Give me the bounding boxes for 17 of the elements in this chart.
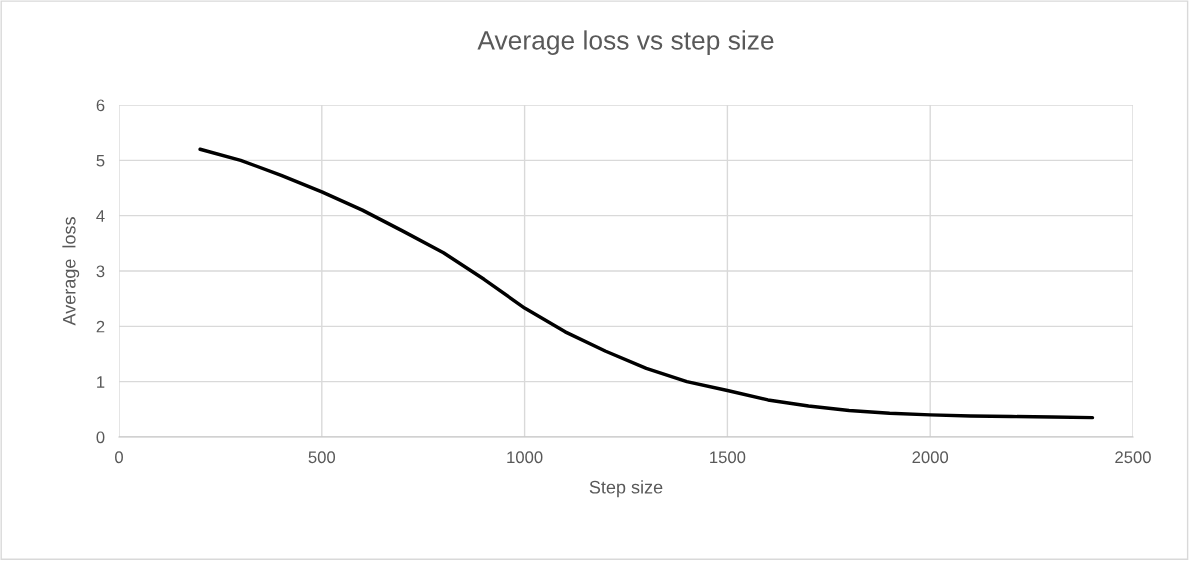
line-series <box>198 147 1095 420</box>
y-axis-title: Average loss <box>62 217 80 326</box>
x-tick-label: 2000 <box>912 451 949 464</box>
y-tick-label: 4 <box>96 210 105 222</box>
y-tick-label: 5 <box>96 154 105 167</box>
y-tick-label: 3 <box>96 265 105 278</box>
x-tick-label: 1500 <box>710 451 746 464</box>
y-tick-label: 6 <box>96 99 105 112</box>
y-tick-label: 0 <box>96 431 105 444</box>
x-tick-label: 2500 <box>1115 451 1151 464</box>
x-tick-label: 0 <box>115 451 123 464</box>
x-tick-label: 1000 <box>507 451 543 464</box>
x-axis-title: Step size <box>589 480 663 498</box>
x-tick-label: 500 <box>308 451 336 464</box>
y-tick-label: 2 <box>96 320 105 333</box>
y-tick-label: 1 <box>97 376 105 388</box>
chart-title: Average loss vs step size <box>477 30 774 55</box>
